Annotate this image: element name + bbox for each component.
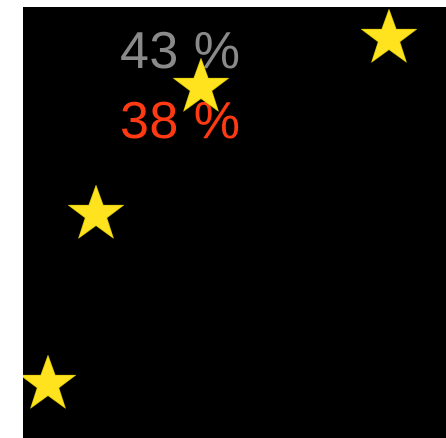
star-icon[interactable]: [171, 56, 231, 116]
game-area[interactable]: 43 % 38 %: [23, 7, 446, 438]
hit-rate-label: 43 %: [120, 22, 241, 80]
star-icon[interactable]: [359, 7, 419, 67]
star-icon[interactable]: [23, 353, 78, 413]
star-icon[interactable]: [66, 183, 126, 243]
miss-rate-label: 38 %: [120, 92, 241, 150]
